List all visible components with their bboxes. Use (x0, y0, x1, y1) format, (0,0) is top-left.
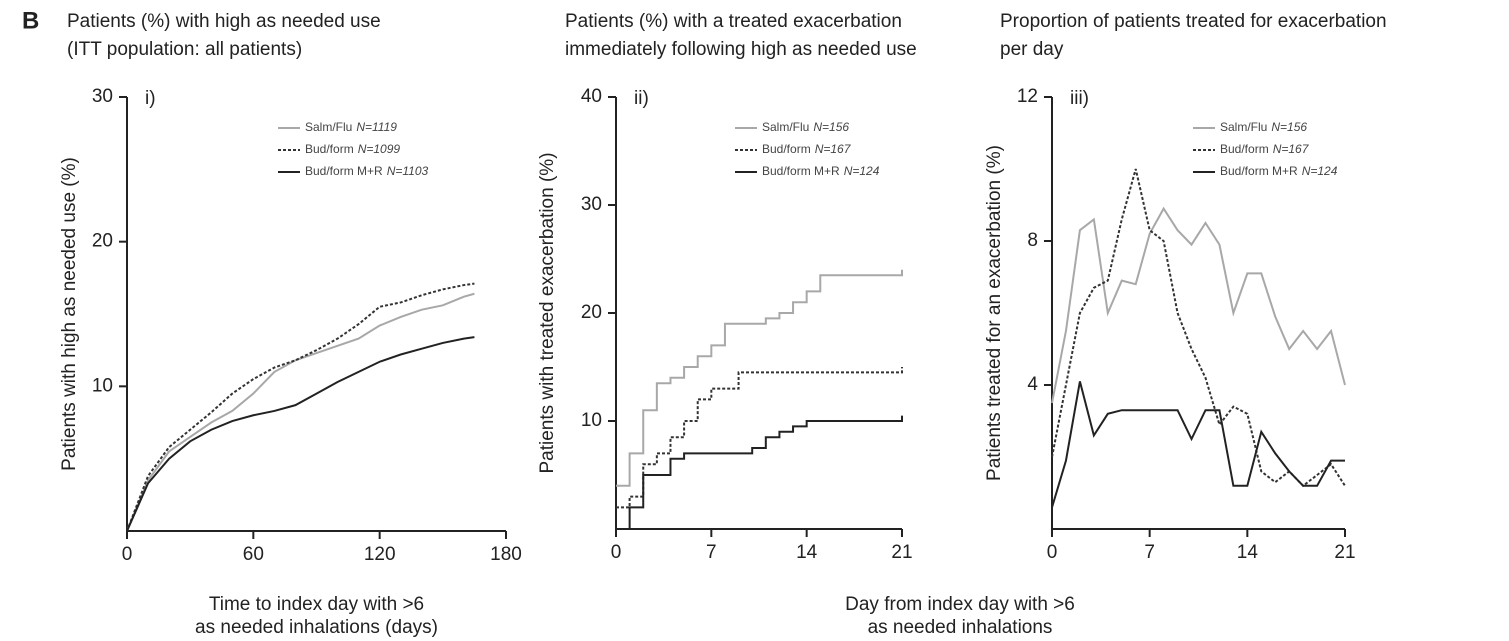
panel-number: iii) (1070, 88, 1089, 109)
legend-name: Salm/Flu (305, 120, 352, 134)
legend-entry: Salm/Flu N=156 (1220, 120, 1307, 134)
legend-name: Bud/form M+R (305, 164, 383, 178)
legend-n: N=167 (815, 142, 852, 156)
series-line (126, 336, 475, 532)
panel-title: Proportion of patients treated for exace… (1000, 11, 1387, 32)
legend-n: N=124 (1302, 164, 1338, 178)
y-axis-label: Patients with high as needed use (%) (59, 157, 80, 471)
legend-entry: Bud/form M+R N=1103 (305, 164, 429, 178)
y-tick-label: 12 (1017, 86, 1038, 107)
x-tick-label: 14 (796, 542, 818, 563)
y-tick-label: 4 (1027, 374, 1038, 395)
y-tick-label: 30 (581, 194, 602, 215)
legend-entry: Salm/Flu N=1119 (305, 120, 397, 134)
y-axis-label: Patients treated for an exacerbation (%) (984, 145, 1005, 481)
legend-name: Bud/form (762, 142, 811, 156)
x-axis-label: Time to index day with >6 (209, 594, 424, 615)
series-line (126, 282, 475, 532)
x-tick-label: 180 (490, 544, 522, 565)
panel-title: per day (1000, 39, 1064, 60)
series-line (1051, 381, 1345, 508)
legend-n: N=167 (1273, 142, 1310, 156)
x-tick-label: 0 (122, 544, 133, 565)
legend-n: N=1099 (358, 142, 401, 156)
x-tick-label: 0 (611, 542, 622, 563)
legend-entry: Bud/form N=1099 (305, 142, 400, 156)
legend-entry: Bud/form N=167 (1220, 142, 1310, 156)
legend-name: Bud/form (305, 142, 354, 156)
legend-name: Bud/form M+R (762, 164, 840, 178)
y-tick-label: 20 (581, 302, 602, 323)
legend-entry: Bud/form M+R N=124 (1220, 164, 1338, 178)
x-axis-label: as needed inhalations (868, 617, 1053, 638)
y-tick-label: 10 (92, 375, 113, 396)
legend-n: N=1103 (387, 164, 429, 178)
x-tick-label: 60 (243, 544, 264, 565)
x-axis-label: as needed inhalations (days) (195, 617, 438, 638)
panel-title: Patients (%) with a treated exacerbation (565, 11, 902, 32)
series-line (616, 367, 903, 509)
legend-name: Bud/form (1220, 142, 1269, 156)
y-tick-label: 10 (581, 410, 602, 431)
legend-n: N=124 (844, 164, 880, 178)
y-tick-label: 30 (92, 86, 113, 107)
legend-name: Salm/Flu (1220, 120, 1267, 134)
legend-entry: Salm/Flu N=156 (762, 120, 849, 134)
panel-letter: B (22, 7, 39, 34)
y-tick-label: 20 (92, 231, 113, 252)
legend-n: N=156 (1271, 120, 1307, 134)
series-line (616, 269, 903, 487)
x-tick-label: 0 (1047, 542, 1058, 563)
y-tick-label: 8 (1027, 230, 1038, 251)
x-tick-label: 14 (1237, 542, 1259, 563)
series-line (1051, 206, 1346, 404)
legend-entry: Bud/form N=167 (762, 142, 852, 156)
x-tick-label: 7 (1144, 542, 1155, 563)
x-tick-label: 120 (364, 544, 396, 565)
legend-entry: Bud/form M+R N=124 (762, 164, 880, 178)
legend-n: N=156 (813, 120, 849, 134)
y-axis-label: Patients with treated exacerbation (%) (537, 152, 558, 473)
panel-title: immediately following high as needed use (565, 39, 917, 60)
series-line (1051, 168, 1346, 488)
panel-number: ii) (634, 88, 649, 109)
series-line (616, 415, 903, 530)
legend-name: Salm/Flu (762, 120, 809, 134)
x-tick-label: 7 (706, 542, 717, 563)
panel-number: i) (145, 88, 156, 109)
series-line (126, 292, 475, 532)
x-tick-label: 21 (1334, 542, 1355, 563)
legend-n: N=1119 (356, 120, 397, 134)
x-tick-label: 21 (891, 542, 912, 563)
panel-title: Patients (%) with high as needed use (67, 11, 381, 32)
x-axis-label: Day from index day with >6 (845, 594, 1075, 615)
legend-name: Bud/form M+R (1220, 164, 1298, 178)
y-tick-label: 40 (581, 86, 602, 107)
panel-title: (ITT population: all patients) (67, 39, 302, 60)
